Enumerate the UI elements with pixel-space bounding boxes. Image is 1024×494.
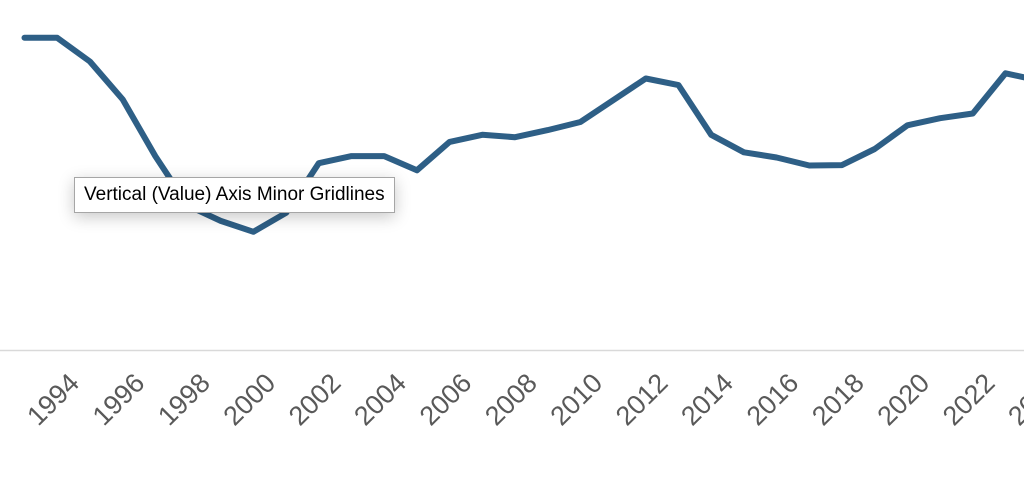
x-tick-label: 1996 (87, 368, 151, 432)
x-tick-label: 2006 (414, 368, 478, 432)
x-tick-label: 1998 (152, 368, 216, 432)
x-tick-label: 2004 (348, 368, 412, 432)
x-tick-label: 1994 (21, 368, 85, 432)
x-tick-label: 2010 (545, 368, 609, 432)
chart-element-tooltip: Vertical (Value) Axis Minor Gridlines (74, 177, 395, 213)
x-tick-label: 2022 (937, 368, 1001, 432)
x-tick-label: 2024 (1002, 368, 1024, 432)
x-tick-label: 2020 (872, 368, 936, 432)
x-tick-label: 2000 (218, 368, 282, 432)
x-tick-label: 2012 (610, 368, 674, 432)
x-tick-label: 2002 (283, 368, 347, 432)
x-tick-label: 2008 (479, 368, 543, 432)
x-tick-label: 2016 (741, 368, 805, 432)
x-tick-label: 2014 (675, 368, 739, 432)
x-tick-label: 2018 (806, 368, 870, 432)
x-axis-tick-labels: 1994 1996 1998 2000 2002 2004 2006 2008 2010 2012… (21, 368, 1024, 432)
